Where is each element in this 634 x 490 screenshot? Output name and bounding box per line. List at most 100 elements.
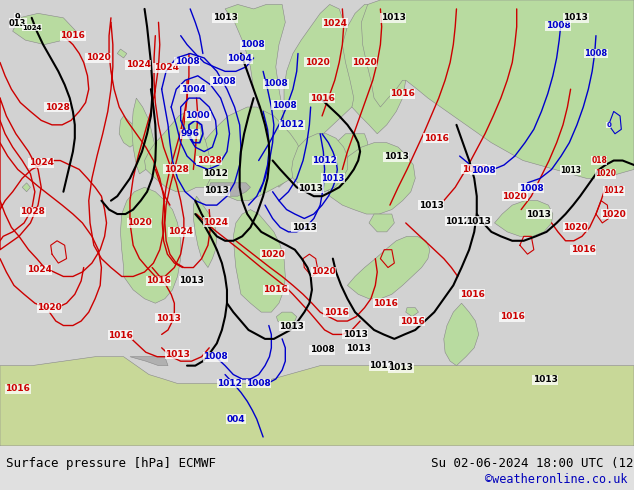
Polygon shape <box>347 236 430 299</box>
Text: 1016: 1016 <box>500 312 525 321</box>
Text: 1008: 1008 <box>210 76 236 86</box>
Text: 996: 996 <box>181 129 200 138</box>
Text: 1012: 1012 <box>217 379 242 388</box>
Text: 1008: 1008 <box>240 40 265 49</box>
Text: 004: 004 <box>226 415 245 424</box>
Text: 1013: 1013 <box>563 13 588 23</box>
Text: 1008: 1008 <box>271 101 297 110</box>
Polygon shape <box>120 187 181 303</box>
Text: 1024: 1024 <box>22 24 41 31</box>
Polygon shape <box>0 357 634 446</box>
Polygon shape <box>132 98 155 174</box>
Polygon shape <box>233 210 285 312</box>
Text: 1008: 1008 <box>470 166 496 175</box>
Text: 1016: 1016 <box>571 245 596 254</box>
Text: Su 02-06-2024 18:00 UTC (12+198): Su 02-06-2024 18:00 UTC (12+198) <box>431 457 634 470</box>
Text: 1008: 1008 <box>174 57 200 66</box>
Text: 1008: 1008 <box>263 79 288 88</box>
Text: 1012: 1012 <box>603 186 624 196</box>
Polygon shape <box>292 134 347 192</box>
Polygon shape <box>276 312 297 325</box>
Text: 1013: 1013 <box>155 314 181 323</box>
Polygon shape <box>281 4 361 178</box>
Text: 1013: 1013 <box>204 186 230 196</box>
Text: 1016: 1016 <box>399 317 425 325</box>
Text: 013: 013 <box>9 19 27 28</box>
Text: 1024: 1024 <box>126 60 151 69</box>
Polygon shape <box>342 4 406 134</box>
Text: 1024: 1024 <box>29 158 54 167</box>
Text: 1016: 1016 <box>323 308 349 317</box>
Text: 1008: 1008 <box>585 49 607 58</box>
Text: 9: 9 <box>15 13 21 23</box>
Polygon shape <box>327 143 415 214</box>
Text: 1012: 1012 <box>203 170 228 178</box>
Text: 1008: 1008 <box>203 352 228 361</box>
Text: 1016: 1016 <box>60 31 86 40</box>
Text: 1020: 1020 <box>304 58 330 67</box>
Text: 1013: 1013 <box>526 210 552 219</box>
Polygon shape <box>444 303 479 366</box>
Text: 1013: 1013 <box>179 276 204 285</box>
Text: 1013: 1013 <box>165 349 190 359</box>
Text: 1020: 1020 <box>37 303 62 312</box>
Polygon shape <box>292 134 368 192</box>
Text: 018: 018 <box>591 156 607 165</box>
Text: 1028: 1028 <box>197 156 222 165</box>
Text: 1012: 1012 <box>369 361 394 370</box>
Polygon shape <box>13 13 76 45</box>
Text: 1020: 1020 <box>127 219 152 227</box>
Text: 1020: 1020 <box>502 192 527 201</box>
Text: 1013: 1013 <box>466 217 491 226</box>
Text: 1020: 1020 <box>595 170 616 178</box>
Text: 1013: 1013 <box>418 200 444 210</box>
Text: 1024: 1024 <box>322 19 347 28</box>
Polygon shape <box>209 183 250 196</box>
Polygon shape <box>225 4 292 187</box>
Text: 1020: 1020 <box>352 58 377 67</box>
Polygon shape <box>495 201 553 236</box>
Text: 1013: 1013 <box>560 166 581 175</box>
Text: 1013: 1013 <box>384 152 409 162</box>
Text: ©weatheronline.co.uk: ©weatheronline.co.uk <box>485 473 628 487</box>
Text: 1008: 1008 <box>519 184 544 193</box>
Text: 1020: 1020 <box>260 250 285 259</box>
Text: 1020: 1020 <box>462 165 487 174</box>
Text: 1024: 1024 <box>168 227 193 236</box>
Text: Surface pressure [hPa] ECMWF: Surface pressure [hPa] ECMWF <box>6 457 216 470</box>
Polygon shape <box>117 49 127 58</box>
Text: 1004: 1004 <box>227 54 252 63</box>
Text: 0: 0 <box>606 122 611 128</box>
Text: 1012: 1012 <box>312 156 337 165</box>
Text: 1012: 1012 <box>279 121 304 129</box>
Text: 1013: 1013 <box>380 13 406 23</box>
Text: 1020: 1020 <box>311 268 336 276</box>
Text: 1008: 1008 <box>545 22 571 30</box>
Text: 1016: 1016 <box>5 384 30 393</box>
Polygon shape <box>22 183 30 192</box>
Polygon shape <box>145 112 210 192</box>
Text: 1000: 1000 <box>186 111 210 121</box>
Text: 1013: 1013 <box>298 184 323 193</box>
Text: 1020: 1020 <box>563 223 588 232</box>
Text: 1008: 1008 <box>246 379 271 388</box>
Text: 1013: 1013 <box>279 322 304 331</box>
Polygon shape <box>369 214 394 232</box>
Text: 1024: 1024 <box>27 265 52 274</box>
Text: 1028: 1028 <box>44 102 70 112</box>
Polygon shape <box>406 308 418 317</box>
Polygon shape <box>361 0 634 178</box>
Text: 1004: 1004 <box>181 85 206 94</box>
Polygon shape <box>187 107 303 201</box>
Text: 1013: 1013 <box>292 223 317 232</box>
Text: 1013: 1013 <box>388 364 413 372</box>
Text: 1028: 1028 <box>164 165 189 174</box>
Text: 1024: 1024 <box>203 218 228 226</box>
Text: 1013: 1013 <box>346 344 371 353</box>
Text: 1013: 1013 <box>533 375 558 385</box>
Text: 1013: 1013 <box>342 330 368 339</box>
Text: 1016: 1016 <box>108 331 133 340</box>
Text: 1024: 1024 <box>153 63 179 73</box>
Text: 1008: 1008 <box>309 345 335 354</box>
Text: 1016: 1016 <box>373 299 398 308</box>
